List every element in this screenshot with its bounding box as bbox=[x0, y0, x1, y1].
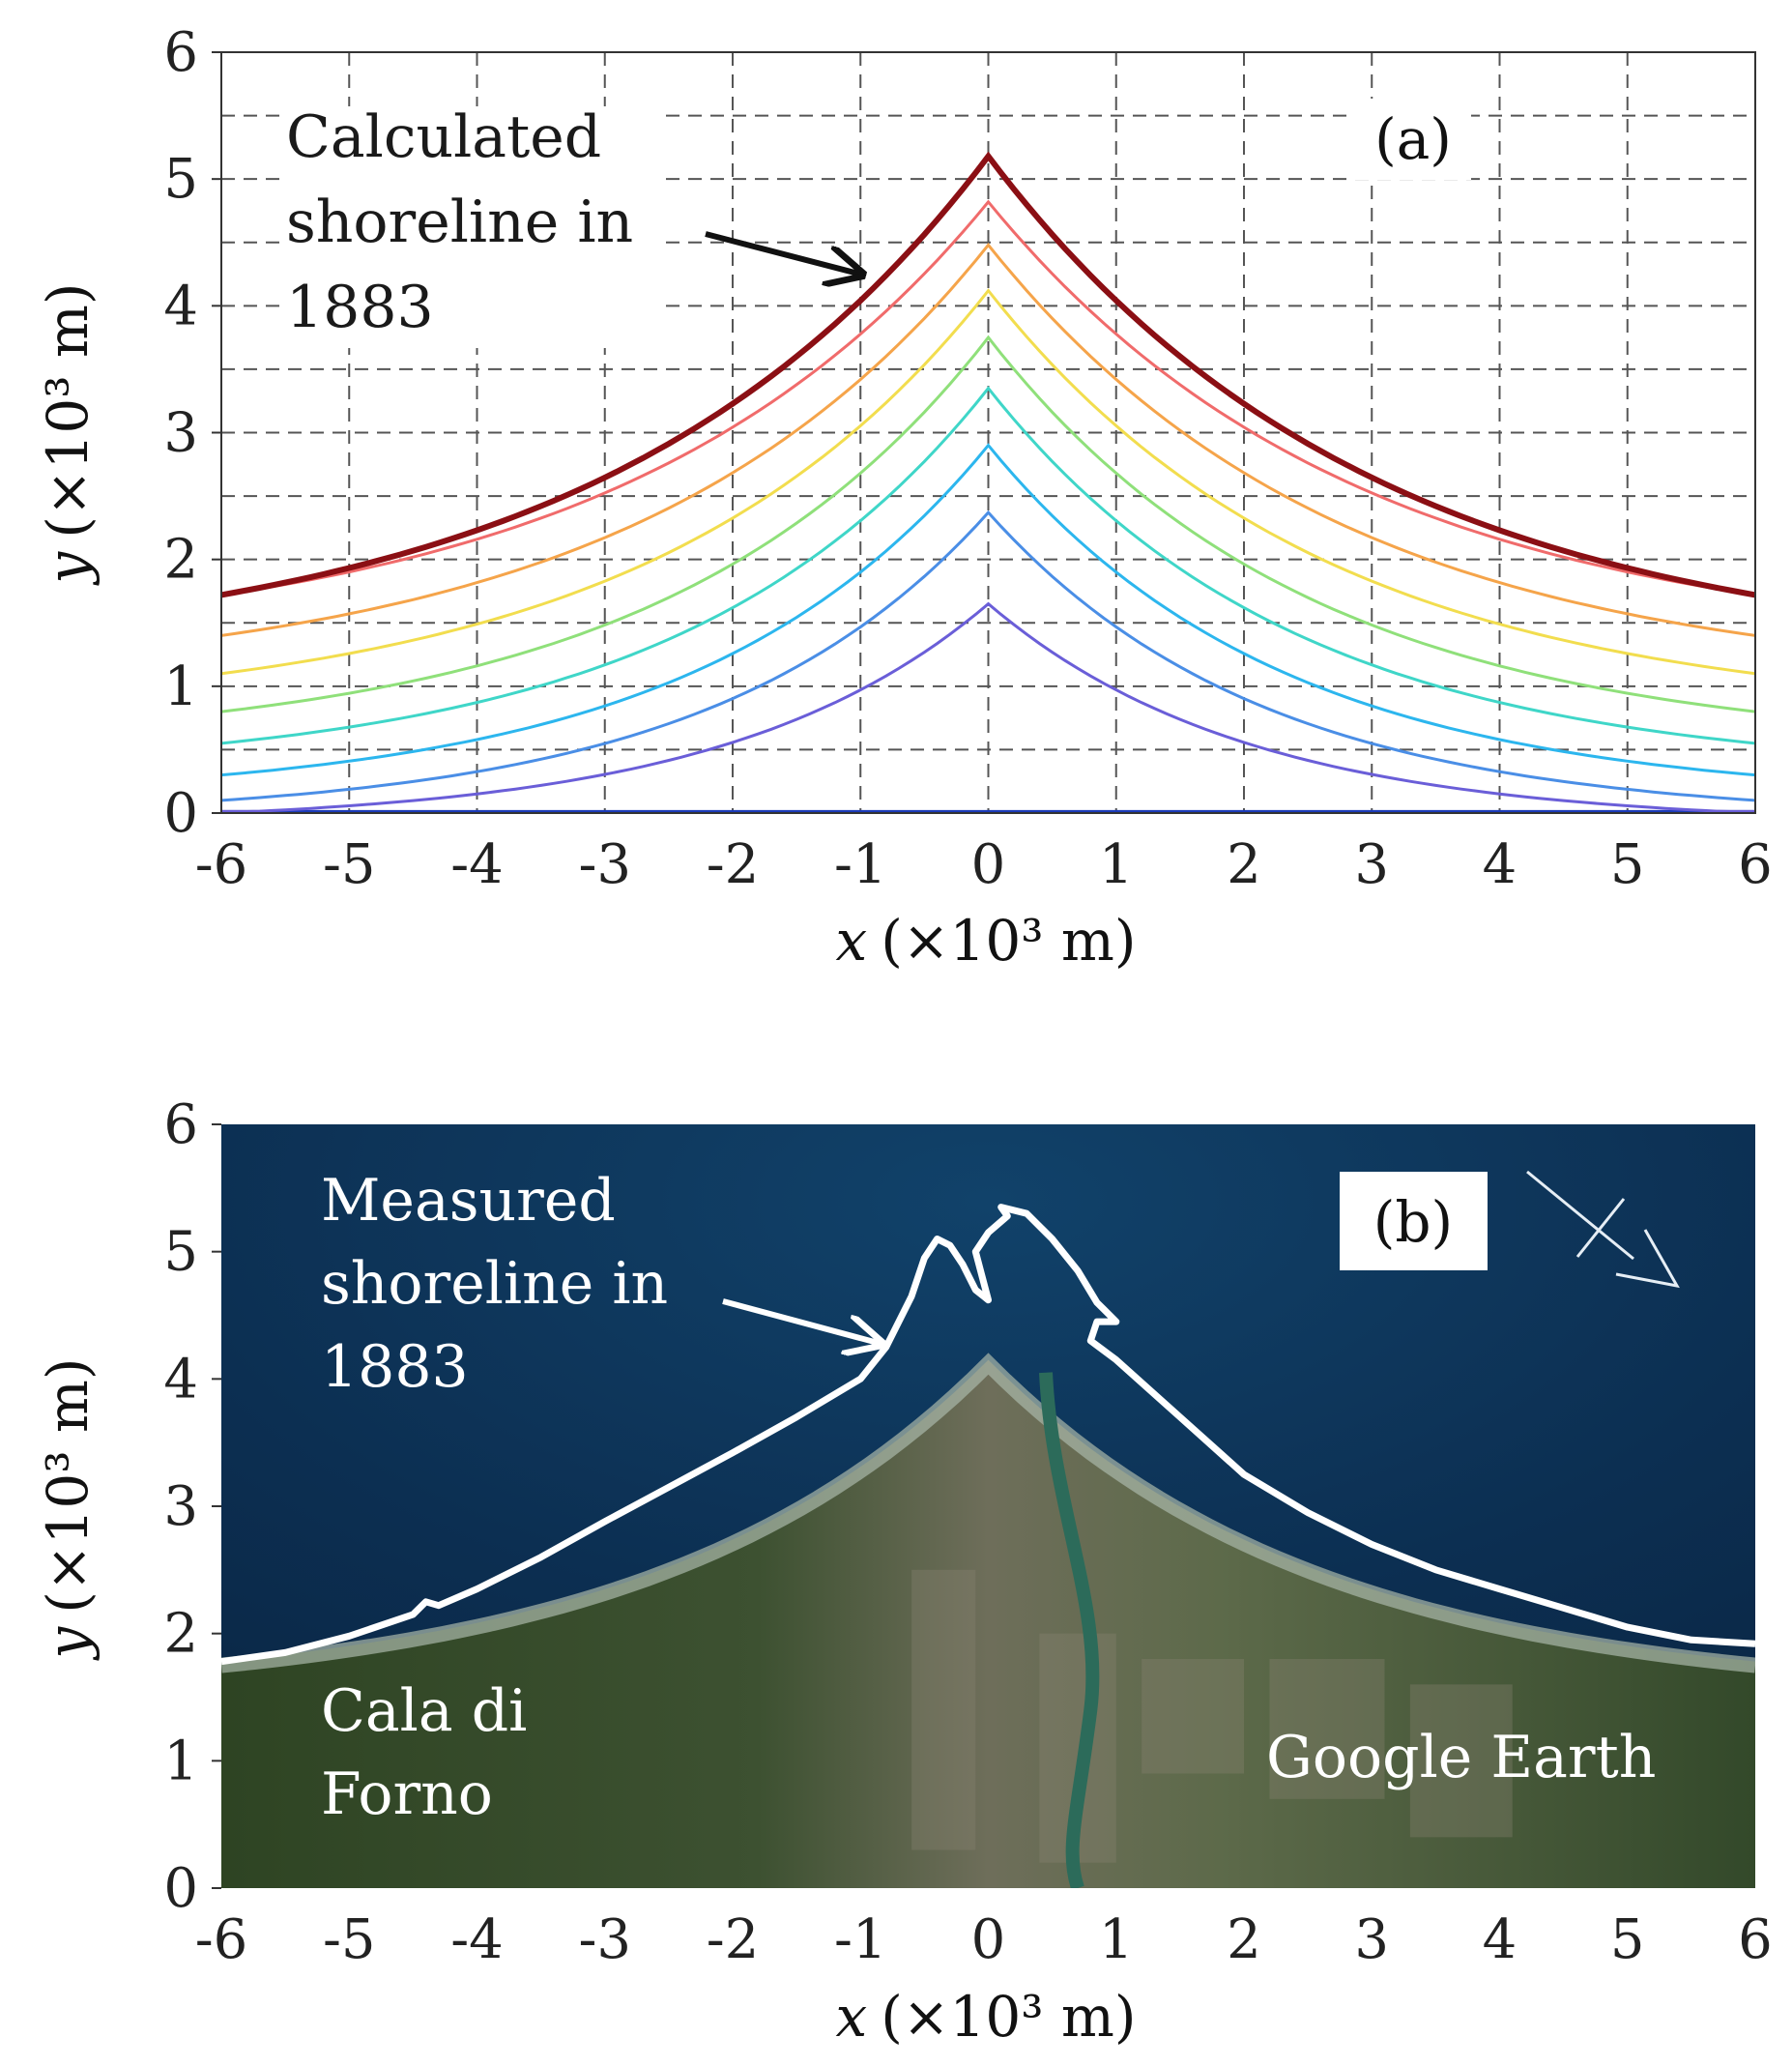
panel-b-y-tick-label: 0 bbox=[163, 1857, 198, 1920]
panel-b-x-axis-label: x (×10³ m) bbox=[835, 1984, 1136, 2050]
beach-band bbox=[221, 1353, 1755, 1673]
panel-a-x-axis-var: x bbox=[835, 908, 867, 974]
annotation-b-arrow bbox=[722, 1298, 882, 1344]
annotation-b-line-1: Measured bbox=[321, 1167, 616, 1235]
field-patch bbox=[911, 1569, 976, 1850]
panel-b-x-axis-unit: (×10³ m) bbox=[881, 1984, 1136, 2050]
annotation-a-line-3: 1883 bbox=[286, 274, 434, 341]
panel-a-x-tick-label: -4 bbox=[450, 833, 504, 896]
panel-a-y-tick-label: 5 bbox=[163, 148, 198, 211]
panel-b-x-tick-label: 5 bbox=[1610, 1908, 1645, 1971]
series-line-7 bbox=[221, 288, 1755, 676]
place-label-left-line-2: Forno bbox=[321, 1760, 493, 1828]
panel-b-ticks: -6 -5 -4 -3 -2 -1 0 1 2 3 4 5 6 0 1 2 3 4 5 6 bbox=[163, 1093, 1772, 1971]
panel-a-x-tick-label: -5 bbox=[323, 833, 376, 896]
panel-b-y-axis-unit: (×10³ m) bbox=[35, 1357, 101, 1613]
panel-a-x-tick-label: -2 bbox=[707, 833, 760, 896]
measured-shoreline-line bbox=[221, 1204, 1755, 1666]
panel-a-y-tick-label: 0 bbox=[163, 782, 198, 845]
panel-b-y-tick-label: 2 bbox=[163, 1603, 198, 1666]
panel-a-y-tick-label: 6 bbox=[163, 21, 198, 84]
panel-b-x-tick-label: 1 bbox=[1099, 1908, 1134, 1971]
panel-a-y-axis-unit: (×10³ m) bbox=[35, 282, 101, 538]
compass-mark bbox=[1526, 1170, 1680, 1289]
panel-b-y-tick-label: 1 bbox=[163, 1730, 198, 1792]
panel-b-x-axis-var: x bbox=[835, 1984, 867, 2050]
panel-a-x-tick-label: 2 bbox=[1227, 833, 1261, 896]
panel-b-x-tick-label: 3 bbox=[1354, 1908, 1389, 1971]
annotation-a-line-1: Calculated bbox=[286, 103, 601, 171]
panel-b-x-tick-label: -4 bbox=[450, 1908, 504, 1971]
series-line-4 bbox=[221, 443, 1755, 777]
land-polygon bbox=[221, 1359, 1755, 1888]
panel-b-label-box bbox=[1340, 1172, 1488, 1270]
panel-a-x-tick-label: 5 bbox=[1610, 833, 1645, 896]
panel-b-x-tick-label: 4 bbox=[1483, 1908, 1517, 1971]
panel-a-x-tick-label: -3 bbox=[578, 833, 631, 896]
panel-a-y-axis-var: y bbox=[35, 551, 101, 587]
panel-a-annotation: Calculated shoreline in 1883 bbox=[280, 103, 862, 348]
field-patch bbox=[1269, 1659, 1385, 1799]
panel-b-x-tick-label: -6 bbox=[195, 1908, 248, 1971]
panel-a-x-tick-label: 3 bbox=[1354, 833, 1389, 896]
series-line-6 bbox=[221, 335, 1755, 713]
panel-b-x-tick-label: -5 bbox=[323, 1908, 376, 1971]
annotation-a-line-2: shoreline in bbox=[286, 189, 633, 256]
panel-b-y-axis-var: y bbox=[35, 1626, 101, 1662]
panel-a-x-axis-unit: (×10³ m) bbox=[881, 908, 1136, 974]
series-line-9 bbox=[221, 199, 1755, 597]
field-patch bbox=[1409, 1684, 1513, 1838]
panel-b-label: (b) bbox=[1373, 1189, 1453, 1255]
place-label-left-line-1: Cala di bbox=[321, 1677, 527, 1745]
annotation-a-arrow bbox=[705, 231, 862, 275]
panel-b-y-tick-label: 6 bbox=[163, 1093, 198, 1156]
panel-b-y-tick-label: 4 bbox=[163, 1348, 198, 1411]
panel-b-x-tick-label: -2 bbox=[707, 1908, 760, 1971]
panel-a-y-tick-label: 2 bbox=[163, 529, 198, 592]
panel-b-x-tick-label: 6 bbox=[1738, 1908, 1773, 1971]
panel-a-x-tick-label: 1 bbox=[1099, 833, 1134, 896]
panel-a-y-tick-label: 4 bbox=[163, 275, 198, 337]
panel-b-satellite-image: -6 -5 -4 -3 -2 -1 0 1 2 3 4 5 6 0 1 2 3 4 5 6 Measured shor… bbox=[35, 1093, 1773, 2050]
panel-a-x-axis-label: x (×10³ m) bbox=[835, 908, 1136, 974]
panel-a-y-tick-label: 3 bbox=[163, 402, 198, 465]
panel-b-x-tick-label: -1 bbox=[834, 1908, 887, 1971]
satellite-image bbox=[221, 1124, 1755, 1888]
series-line-2 bbox=[221, 601, 1755, 813]
panel-b-x-tick-label: -3 bbox=[578, 1908, 631, 1971]
panel-a-x-tick-label: -1 bbox=[834, 833, 887, 896]
river-channel bbox=[1039, 1372, 1100, 1888]
panel-a-line-chart: -6 -5 -4 -3 -2 -1 0 1 2 3 4 5 6 0 1 2 3 4 5 6 Calculated sh… bbox=[35, 21, 1773, 974]
panel-a-x-tick-label: 6 bbox=[1738, 833, 1773, 896]
panel-b-x-tick-label: 2 bbox=[1227, 1908, 1261, 1971]
panel-a-label: (a) bbox=[1374, 106, 1452, 172]
panel-a-x-tick-label: 4 bbox=[1483, 833, 1517, 896]
panel-b-x-tick-label: 0 bbox=[971, 1908, 1006, 1971]
panel-b-annotation: Measured shoreline in 1883 bbox=[321, 1167, 882, 1401]
annotation-b-line-3: 1883 bbox=[321, 1333, 469, 1401]
place-label-right: Google Earth bbox=[1266, 1724, 1656, 1791]
annotation-b-line-2: shoreline in bbox=[321, 1250, 668, 1318]
series-line-8 bbox=[221, 243, 1755, 637]
series-line-10 bbox=[221, 151, 1755, 598]
panel-b-y-tick-label: 5 bbox=[163, 1221, 198, 1284]
panel-a-series bbox=[221, 151, 1755, 813]
panel-b-y-tick-label: 3 bbox=[163, 1475, 198, 1538]
panel-a-label-box bbox=[1355, 99, 1471, 180]
panel-a-y-axis-label: y (×10³ m) bbox=[35, 282, 101, 586]
land-area bbox=[221, 1204, 1755, 1888]
panel-a-y-tick-label: 1 bbox=[163, 655, 198, 718]
series-line-5 bbox=[221, 386, 1755, 745]
series-line-3 bbox=[221, 509, 1755, 802]
panel-a-ticks: -6 -5 -4 -3 -2 -1 0 1 2 3 4 5 6 0 1 2 3 4 5 6 bbox=[163, 21, 1772, 896]
panel-a-x-tick-label: 0 bbox=[971, 833, 1006, 896]
field-patch bbox=[1142, 1659, 1244, 1774]
panel-a-x-tick-label: -6 bbox=[195, 833, 248, 896]
panel-b-y-axis-label: y (×10³ m) bbox=[35, 1357, 101, 1661]
